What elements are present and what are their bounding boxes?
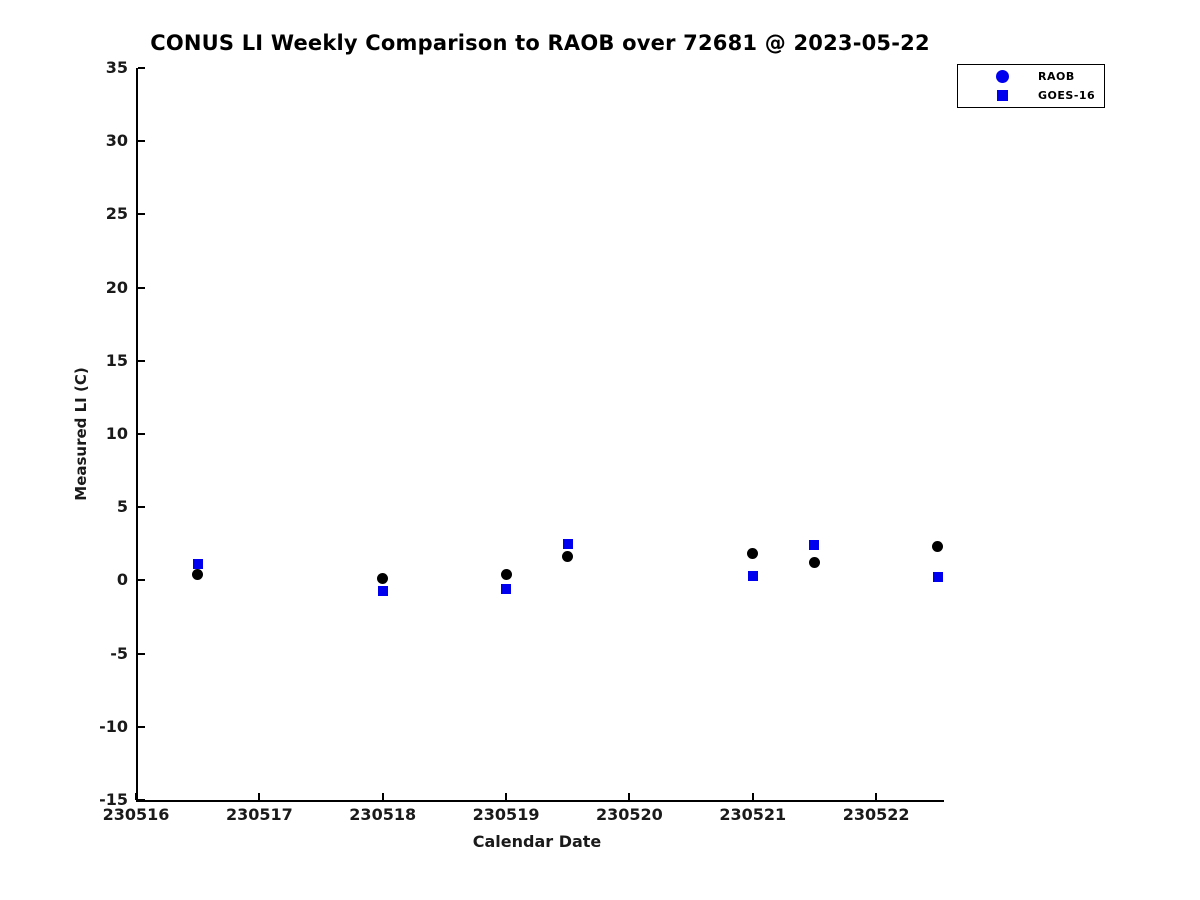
x-tick-label: 230516 <box>102 805 170 824</box>
x-tick-label: 230522 <box>842 805 910 824</box>
x-tick-label: 230520 <box>596 805 663 824</box>
data-point-raob <box>192 569 204 581</box>
y-tick-label: 10 <box>105 424 128 443</box>
x-tick-label: 230519 <box>472 805 540 824</box>
y-tick-mark <box>138 433 145 435</box>
y-tick-mark <box>138 725 145 728</box>
data-point-goes-16 <box>501 584 512 595</box>
y-tick-label: 5 <box>116 497 128 517</box>
y-tick-mark <box>138 579 145 582</box>
y-tick-label: -15 <box>99 790 128 809</box>
y-tick-label: 20 <box>105 277 128 297</box>
x-tick-mark <box>628 793 631 800</box>
x-tick-mark <box>135 793 137 800</box>
x-tick-mark <box>381 793 384 800</box>
legend-label: RAOB <box>1038 70 1075 83</box>
data-point-raob <box>562 550 574 562</box>
y-tick-mark <box>138 286 145 289</box>
data-point-goes-16 <box>377 585 388 596</box>
legend-square-icon <box>994 90 1010 101</box>
y-tick-mark <box>138 67 145 69</box>
x-tick-label: 230521 <box>719 805 787 824</box>
x-axis-spine <box>136 800 944 802</box>
y-tick-mark <box>138 799 145 801</box>
y-tick-label: -5 <box>110 643 128 663</box>
data-point-raob <box>500 569 512 581</box>
x-tick-label: 230518 <box>349 805 417 824</box>
y-tick-mark <box>138 213 145 216</box>
y-tick-label: 25 <box>105 204 128 224</box>
x-tick-label: 230517 <box>225 805 293 824</box>
x-tick-mark <box>258 793 261 800</box>
data-point-goes-16 <box>747 571 758 581</box>
x-tick-mark <box>505 793 508 800</box>
legend: RAOB GOES-16 <box>957 64 1105 108</box>
y-tick-label: 15 <box>105 350 128 370</box>
y-tick-mark <box>138 506 145 509</box>
data-point-raob <box>747 547 759 559</box>
data-point-goes-16 <box>809 539 820 550</box>
legend-entry-goes-16: GOES-16 <box>958 89 1104 103</box>
y-tick-label: -10 <box>99 716 128 736</box>
data-point-raob <box>377 572 389 584</box>
chart-title: CONUS LI Weekly Comparison to RAOB over … <box>150 31 930 55</box>
data-point-goes-16 <box>562 538 573 549</box>
data-point-goes-16 <box>192 559 203 570</box>
legend-label: GOES-16 <box>1038 89 1096 102</box>
legend-entry-raob: RAOB <box>958 70 1104 84</box>
x-axis-label: Calendar Date <box>472 832 602 851</box>
data-point-raob <box>808 557 820 569</box>
y-tick-mark <box>138 359 145 362</box>
y-tick-label: 30 <box>105 131 128 151</box>
y-tick-mark <box>138 652 145 655</box>
legend-circle-icon <box>994 70 1010 83</box>
y-axis-spine <box>136 68 138 802</box>
data-point-raob <box>932 541 944 553</box>
y-tick-label: 35 <box>105 58 128 77</box>
y-tick-mark <box>138 140 145 143</box>
x-tick-mark <box>751 793 754 800</box>
y-tick-label: 0 <box>116 570 128 590</box>
data-point-goes-16 <box>932 571 943 582</box>
x-tick-mark <box>875 793 878 800</box>
